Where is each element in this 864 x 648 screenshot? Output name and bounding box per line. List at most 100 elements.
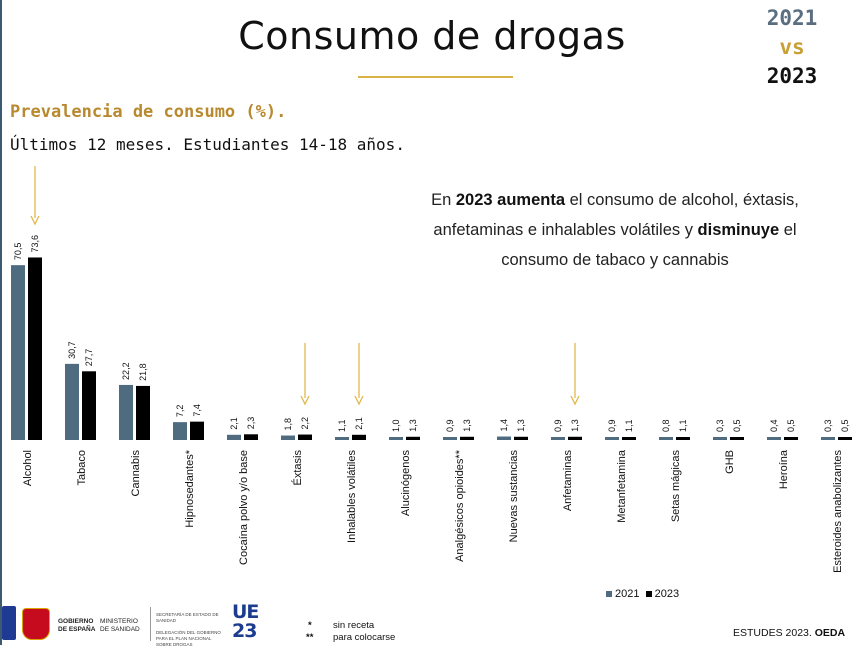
bar-hipnosedantes-2023 xyxy=(190,421,204,440)
data-label-hipnosedantes-2021: 7,2 xyxy=(175,405,185,418)
footnote-1-mark: * xyxy=(308,620,312,631)
data-label-metanfetamina-2023: 1,1 xyxy=(624,419,634,432)
data-label-heroina-2021: 0,4 xyxy=(769,419,779,432)
category-label-esteroides-anabolizantes: Esteroides anabolizantes xyxy=(832,450,844,573)
ministry-logo-text: MINISTERIO DE SANIDAD xyxy=(100,618,140,634)
data-label-heroina-2023: 0,5 xyxy=(786,419,796,432)
year-b: 2023 xyxy=(766,64,818,88)
chart-subtitle-2: Últimos 12 meses. Estudiantes 14-18 años… xyxy=(10,135,405,154)
data-label-extasis-2021: 1,8 xyxy=(283,418,293,431)
data-label-analgesicos-opioides-2021: 0,9 xyxy=(445,419,455,432)
bar-alucinogenos-2023 xyxy=(406,436,420,440)
category-label-hipnosedantes: Hipnosedantes* xyxy=(184,449,196,527)
data-label-hipnosedantes-2023: 7,4 xyxy=(192,404,202,417)
title-underline xyxy=(358,76,513,78)
category-label-alucinogenos: Alucinógenos xyxy=(400,450,412,517)
gov-line-1: GOBIERNO xyxy=(58,618,94,625)
data-label-alucinogenos-2023: 1,3 xyxy=(408,419,418,432)
source-prefix: ESTUDES 2023. xyxy=(733,627,815,639)
data-label-analgesicos-opioides-2023: 1,3 xyxy=(462,419,472,432)
bar-alucinogenos-2021 xyxy=(389,437,403,440)
note-text-3: el consumo de tabaco y cannabis xyxy=(501,221,797,269)
data-label-alucinogenos-2021: 1,0 xyxy=(391,419,401,432)
eu-presidency-logo: UE 23 xyxy=(232,601,259,642)
data-label-ghb-2023: 0,5 xyxy=(732,419,742,432)
data-label-cocaina-polvo-y-o-base-2021: 2,1 xyxy=(229,417,239,430)
bar-setas-magicas-2021 xyxy=(659,437,673,440)
data-label-tabaco-2023: 27,7 xyxy=(84,349,94,367)
bar-inhalables-volatiles-2021 xyxy=(335,437,349,440)
bar-nuevas-sustancias-2021 xyxy=(497,436,511,440)
category-label-setas-magicas: Setas mágicas xyxy=(670,450,682,523)
bar-extasis-2023 xyxy=(298,434,312,440)
arrow-head-alcohol xyxy=(30,215,40,226)
footnote-2-mark: ** xyxy=(306,632,314,643)
data-label-cannabis-2023: 21,8 xyxy=(138,363,148,381)
bar-metanfetamina-2021 xyxy=(605,437,619,440)
category-label-alcohol: Alcohol xyxy=(22,450,34,486)
data-label-cannabis-2021: 22,2 xyxy=(121,362,131,380)
arrow-head-anfetaminas xyxy=(570,395,580,406)
summary-note: En 2023 aumenta el consumo de alcohol, é… xyxy=(405,185,825,275)
category-label-cannabis: Cannabis xyxy=(130,450,142,497)
data-label-alcohol-2021: 70,5 xyxy=(13,243,23,261)
data-label-metanfetamina-2021: 0,9 xyxy=(607,419,617,432)
data-label-extasis-2023: 2,2 xyxy=(300,417,310,430)
data-label-alcohol-2023: 73,6 xyxy=(30,235,40,253)
note-text-1: En xyxy=(431,191,456,209)
bar-nuevas-sustancias-2023 xyxy=(514,436,528,440)
bar-hipnosedantes-2021 xyxy=(173,422,187,440)
bar-alcohol-2021 xyxy=(11,265,25,440)
category-label-metanfetamina: Metanfetamina xyxy=(616,449,628,523)
data-label-anfetaminas-2021: 0,9 xyxy=(553,419,563,432)
year-a: 2021 xyxy=(766,6,818,30)
page-title: Consumo de drogas xyxy=(238,14,626,58)
bar-cocaina-polvo-y-o-base-2023 xyxy=(244,434,258,440)
data-label-esteroides-anabolizantes-2021: 0,3 xyxy=(823,419,833,432)
ue-logo-bottom: 23 xyxy=(232,620,257,642)
category-label-extasis: Éxtasis xyxy=(291,450,304,486)
secretariat-text: SECRETARÍA DE ESTADO DE SANIDAD xyxy=(156,612,219,623)
chart-subtitle: Prevalencia de consumo (%). xyxy=(10,102,287,122)
min-line-2: DE SANIDAD xyxy=(100,626,140,633)
data-label-inhalables-volatiles-2021: 1,1 xyxy=(337,419,347,432)
footnote-1-text: sin receta xyxy=(333,620,375,631)
bar-extasis-2021 xyxy=(281,435,295,440)
min-line-1: MINISTERIO xyxy=(100,618,138,625)
bar-ghb-2023 xyxy=(730,437,744,440)
eu-flag-icon xyxy=(2,606,16,640)
delegation-divider xyxy=(150,607,223,641)
footnote-2-text: para colocarse xyxy=(333,632,396,643)
category-label-ghb: GHB xyxy=(724,450,736,474)
legend-label-2021: 2021 xyxy=(615,588,640,600)
source-org: OEDA xyxy=(814,627,846,639)
ue-logo-top: UE xyxy=(232,601,259,623)
chart-legend: 2021 2023 xyxy=(606,588,679,600)
category-label-tabaco: Tabaco xyxy=(76,450,88,485)
note-bold-1: 2023 aumenta xyxy=(455,191,566,209)
bar-setas-magicas-2023 xyxy=(676,437,690,440)
data-label-setas-magicas-2021: 0,8 xyxy=(661,419,671,432)
bar-cocaina-polvo-y-o-base-2021 xyxy=(227,434,241,440)
bar-analgesicos-opioides-2021 xyxy=(443,437,457,440)
vs-label: vs xyxy=(779,35,805,59)
data-label-nuevas-sustancias-2023: 1,3 xyxy=(516,419,526,432)
note-text-2: el consumo de alcohol, éxtasis, anfetami… xyxy=(433,191,799,239)
arrow-head-inhalables-volatiles xyxy=(354,395,364,406)
bar-heroina-2023 xyxy=(784,437,798,440)
category-label-inhalables-volatiles: Inhalables volátiles xyxy=(346,450,358,543)
bar-inhalables-volatiles-2023 xyxy=(352,434,366,440)
gov-logo-text: GOBIERNO DE ESPAÑA xyxy=(58,618,95,634)
legend-swatch-2023 xyxy=(645,591,652,598)
data-label-nuevas-sustancias-2021: 1,4 xyxy=(499,419,509,432)
bar-heroina-2021 xyxy=(767,437,781,440)
left-accent-rule xyxy=(0,0,2,645)
category-label-heroina: Heroína xyxy=(778,449,790,489)
gov-line-2: DE ESPAÑA xyxy=(58,626,96,633)
data-label-setas-magicas-2023: 1,1 xyxy=(678,419,688,432)
delegation-text: DELEGACIÓN DEL GOBIERNO PARA EL PLAN NAC… xyxy=(156,630,221,647)
note-bold-2: disminuye xyxy=(697,221,780,239)
bar-analgesicos-opioides-2023 xyxy=(460,436,474,440)
bar-cannabis-2021 xyxy=(119,384,133,440)
data-label-esteroides-anabolizantes-2023: 0,5 xyxy=(840,419,850,432)
